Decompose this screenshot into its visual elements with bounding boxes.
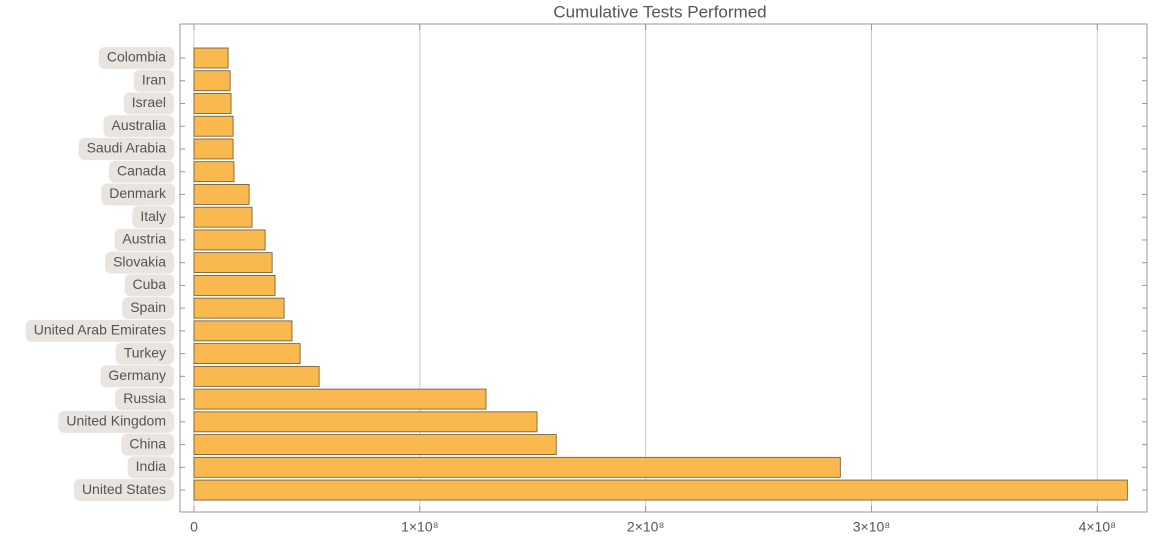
label-background [121, 433, 175, 456]
bar [193, 365, 320, 387]
y-tick-label: India [136, 458, 167, 474]
bar [193, 434, 557, 455]
bar [193, 206, 253, 228]
bar [193, 479, 1128, 501]
y-tick-label: Saudi Arabia [87, 140, 167, 156]
label-background [78, 137, 175, 160]
y-tick-label: Australia [112, 117, 167, 133]
bar [193, 388, 487, 410]
label-background [115, 342, 174, 365]
label-background [124, 274, 175, 297]
y-tick-label: Denmark [109, 185, 167, 201]
y-tick-label: Israel [132, 94, 166, 110]
label-background [123, 92, 174, 115]
bar [193, 47, 229, 69]
bar [193, 138, 234, 160]
bar [193, 320, 293, 342]
x-tick-label: 1×10⁸ [401, 519, 439, 535]
bar [193, 274, 276, 296]
label-background [25, 319, 174, 342]
y-tick-label: Cuba [133, 276, 167, 292]
label-background [127, 456, 175, 479]
label-background [115, 388, 175, 411]
bar [193, 161, 235, 183]
y-tick-label: United Arab Emirates [34, 322, 166, 338]
y-tick-label: Colombia [107, 49, 166, 65]
y-tick-label: United Kingdom [66, 413, 166, 429]
label-background [98, 47, 175, 69]
y-tick-label: Spain [130, 299, 166, 315]
bar [193, 70, 231, 92]
label-background [101, 183, 175, 206]
bar [193, 93, 232, 114]
bar [193, 229, 266, 251]
label-background [100, 365, 174, 388]
y-tick-label: United States [82, 481, 166, 497]
bars [193, 47, 1128, 501]
label-background [73, 479, 174, 502]
bar [193, 115, 234, 137]
y-tick-label: Germany [108, 367, 166, 383]
y-tick-label: Slovakia [113, 253, 166, 269]
y-tick-label: Turkey [124, 344, 166, 360]
x-tick-label: 3×10⁸ [853, 519, 891, 535]
chart-title: Cumulative Tests Performed [553, 2, 766, 21]
label-background [133, 69, 174, 92]
label-background [132, 206, 174, 229]
y-tick-label: China [129, 435, 166, 451]
label-background [108, 160, 175, 183]
x-tick-label: 4×10⁸ [1079, 519, 1117, 535]
x-tick-label: 2×10⁸ [627, 519, 665, 535]
y-tick-label: Canada [117, 162, 166, 178]
label-background [122, 297, 174, 320]
label-background [58, 410, 174, 433]
bar [193, 297, 285, 319]
plot-frame [179, 23, 1148, 513]
bar [193, 456, 841, 478]
y-tick-label: Iran [142, 71, 166, 87]
label-background [114, 228, 175, 251]
bar [193, 343, 301, 365]
label-background [103, 115, 175, 138]
x-tick-label: 0 [190, 519, 198, 535]
bar [193, 411, 538, 433]
bar [193, 184, 250, 205]
y-tick-label: Austria [122, 231, 166, 247]
y-tick-label: Italy [140, 208, 166, 224]
y-tick-label: Russia [123, 390, 166, 406]
bar [193, 252, 273, 274]
label-background [105, 251, 175, 274]
